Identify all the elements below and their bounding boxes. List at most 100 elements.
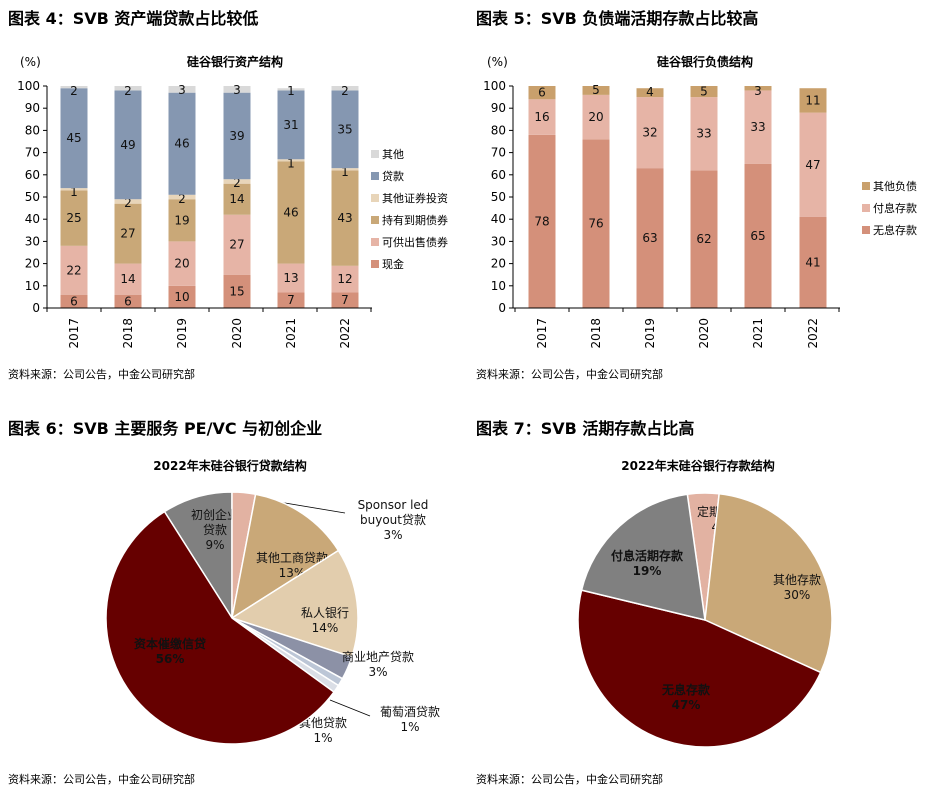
slice-name: 其他工商贷款 bbox=[256, 550, 328, 565]
bar-segment bbox=[331, 90, 359, 169]
bar-segment bbox=[60, 88, 88, 189]
data-label: 2 bbox=[341, 84, 349, 98]
bar-segment bbox=[114, 263, 142, 295]
bar-segment bbox=[277, 88, 305, 91]
slice-percent: 3% bbox=[383, 528, 402, 542]
slice-percent: 47% bbox=[672, 698, 701, 712]
slice-percent: 1% bbox=[313, 731, 332, 745]
bar-segment bbox=[277, 263, 305, 293]
data-label: 41 bbox=[805, 255, 820, 269]
chart-title: 硅谷银行资产结构 bbox=[187, 54, 283, 69]
y-tick-label: 20 bbox=[25, 257, 40, 271]
bar-segment bbox=[528, 134, 556, 308]
slice-name: 资本催缴信贷 bbox=[134, 636, 206, 651]
data-label: 20 bbox=[174, 257, 189, 271]
slice-percent: 1% bbox=[400, 720, 419, 734]
bar-segment bbox=[168, 86, 196, 93]
legend-swatch bbox=[371, 194, 379, 202]
y-tick-label: 80 bbox=[491, 123, 506, 137]
y-tick-label: 30 bbox=[25, 234, 40, 248]
x-tick-label: 2020 bbox=[230, 318, 244, 349]
bar-segment bbox=[690, 97, 718, 171]
slice-name: 私人银行 bbox=[301, 606, 349, 620]
slice-percent: 3% bbox=[368, 665, 387, 679]
slice-name: 无息存款 bbox=[661, 682, 711, 697]
data-label: 47 bbox=[805, 158, 820, 172]
slice-percent: 14% bbox=[312, 621, 339, 635]
data-label: 33 bbox=[696, 127, 711, 141]
data-label: 22 bbox=[66, 263, 81, 277]
bar-segment bbox=[223, 86, 251, 93]
data-label: 1 bbox=[287, 84, 295, 98]
y-tick-label: 0 bbox=[498, 301, 506, 315]
data-label: 13 bbox=[283, 271, 298, 285]
legend-label: 持有到期债券 bbox=[382, 213, 448, 227]
bar-segment bbox=[744, 163, 772, 308]
bar-segment bbox=[168, 199, 196, 242]
legend-swatch bbox=[371, 216, 379, 224]
data-label: 35 bbox=[337, 122, 352, 136]
pie-slice bbox=[704, 492, 833, 674]
legend-label: 其他 bbox=[382, 148, 404, 161]
figure-title: 图表 7：SVB 活期存款占比高 bbox=[476, 419, 694, 438]
data-label: 16 bbox=[534, 110, 549, 124]
data-label: 65 bbox=[750, 229, 765, 243]
data-label: 3 bbox=[178, 83, 186, 97]
y-axis-unit: (%) bbox=[20, 55, 41, 69]
data-label: 1 bbox=[341, 165, 349, 179]
bar-segment bbox=[331, 170, 359, 266]
chart-title: 2022年末硅谷银行存款结构 bbox=[621, 458, 774, 473]
data-label: 11 bbox=[805, 93, 820, 107]
bar-segment bbox=[223, 274, 251, 308]
bar-segment bbox=[528, 99, 556, 135]
y-tick-label: 50 bbox=[25, 190, 40, 204]
legend-label: 可供出售债券 bbox=[382, 235, 448, 249]
x-tick-label: 2021 bbox=[751, 318, 765, 349]
slice-name: 商业地产贷款 bbox=[342, 649, 414, 664]
data-label: 2 bbox=[70, 84, 78, 98]
legend-swatch bbox=[862, 182, 870, 190]
bar-segment bbox=[690, 86, 718, 98]
x-tick-label: 2017 bbox=[535, 318, 549, 349]
bar-segment bbox=[331, 168, 359, 171]
bar-segment bbox=[582, 86, 610, 95]
data-label: 10 bbox=[174, 290, 189, 304]
bar-segment bbox=[168, 285, 196, 308]
y-tick-label: 90 bbox=[25, 101, 40, 115]
source-note: 资料来源：公司公告，中金公司研究部 bbox=[476, 772, 663, 786]
data-label: 3 bbox=[754, 84, 762, 98]
bar-segment bbox=[799, 88, 827, 113]
data-label: 5 bbox=[592, 83, 600, 97]
legend-swatch bbox=[862, 226, 870, 234]
legend-swatch bbox=[371, 260, 379, 268]
bar-segment bbox=[277, 292, 305, 308]
y-tick-label: 100 bbox=[17, 79, 40, 93]
legend-label: 付息存款 bbox=[873, 201, 917, 215]
bar-segment bbox=[168, 194, 196, 200]
legend-swatch bbox=[371, 172, 379, 180]
leader-line bbox=[329, 699, 371, 717]
slice-name: 其他贷款 bbox=[299, 716, 347, 730]
bar-segment bbox=[582, 94, 610, 140]
data-label: 49 bbox=[120, 138, 135, 152]
y-tick-label: 0 bbox=[32, 301, 40, 315]
y-tick-label: 90 bbox=[491, 101, 506, 115]
chart-title: 2022年末硅谷银行贷款结构 bbox=[153, 458, 306, 473]
bar-segment bbox=[331, 265, 359, 293]
data-label: 43 bbox=[337, 211, 352, 225]
y-tick-label: 70 bbox=[491, 146, 506, 160]
y-tick-label: 80 bbox=[25, 123, 40, 137]
data-label: 12 bbox=[337, 272, 352, 286]
bar-segment bbox=[690, 170, 718, 308]
y-tick-label: 20 bbox=[491, 257, 506, 271]
y-tick-label: 70 bbox=[25, 146, 40, 160]
bar-segment bbox=[168, 92, 196, 195]
y-tick-label: 10 bbox=[491, 279, 506, 293]
data-label: 78 bbox=[534, 214, 549, 228]
pie-slice bbox=[105, 510, 335, 745]
slice-percent: 56% bbox=[156, 652, 185, 666]
y-axis-unit: (%) bbox=[487, 55, 508, 69]
bar-segment bbox=[582, 139, 610, 308]
legend-label: 现金 bbox=[382, 257, 404, 271]
bar-segment bbox=[277, 161, 305, 264]
